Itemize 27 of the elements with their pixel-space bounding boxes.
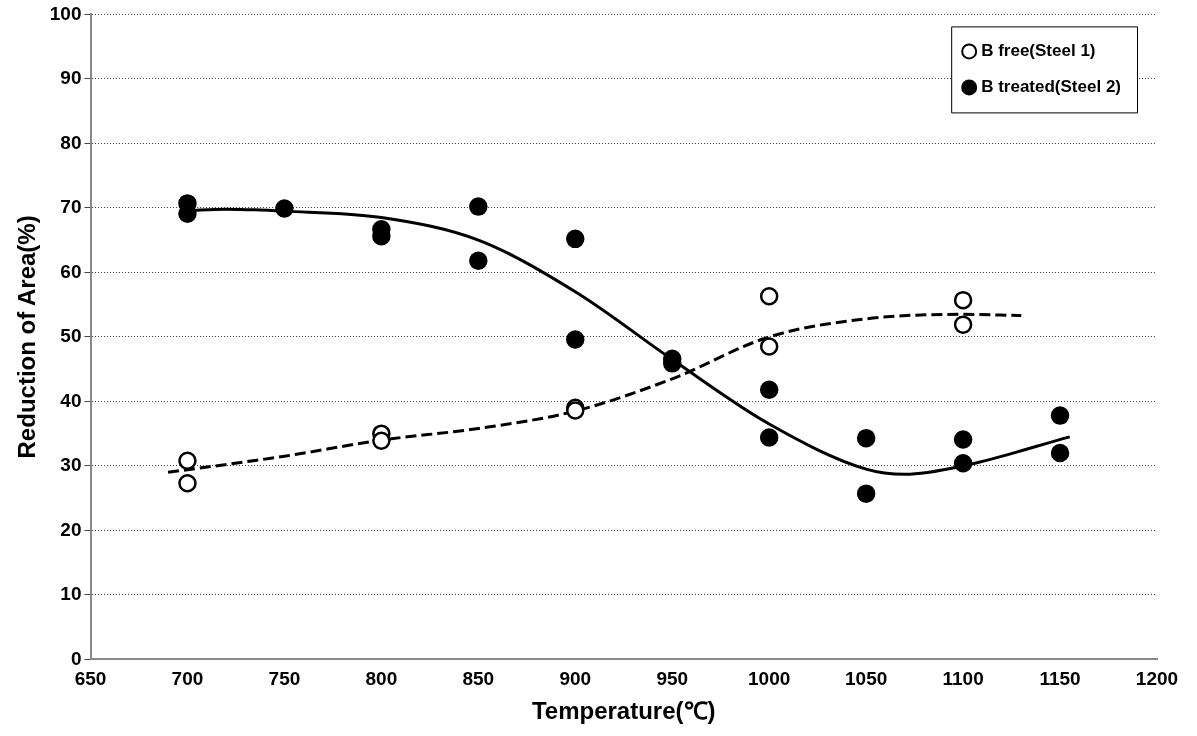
x-tick-label: 1050	[845, 668, 888, 690]
x-tick-label: 700	[171, 668, 204, 690]
x-tick-label: 1000	[748, 668, 791, 690]
y-tick-label: 60	[60, 260, 82, 282]
y-axis-title: Reduction of Area(%)	[13, 215, 41, 459]
y-tick-label: 100	[49, 2, 82, 24]
y-tick-label: 50	[60, 325, 82, 347]
x-tick-label: 950	[656, 668, 689, 690]
y-tick-label: 90	[60, 67, 82, 89]
y-tick-label: 0	[70, 647, 82, 669]
x-axis-title: Temperature(℃)	[531, 697, 716, 725]
legend-label: B free(Steel 1)	[981, 41, 1096, 61]
x-tick-label: 1100	[942, 668, 984, 690]
x-tick-label: 650	[74, 668, 107, 690]
y-tick-label: 30	[60, 454, 82, 476]
x-tick-label: 800	[365, 668, 398, 690]
x-tick-label: 1200	[1135, 668, 1179, 690]
legend-label: B treated(Steel 2)	[981, 77, 1122, 97]
y-tick-label: 40	[60, 389, 82, 411]
x-tick-label: 900	[559, 668, 592, 690]
x-tick-label: 1150	[1039, 668, 1081, 690]
x-tick-label: 750	[268, 668, 301, 690]
y-tick-label: 10	[60, 583, 82, 605]
y-tick-label: 70	[60, 196, 82, 218]
y-tick-label: 20	[60, 518, 82, 540]
y-tick-label: 80	[60, 131, 82, 153]
x-tick-label: 850	[462, 668, 495, 690]
